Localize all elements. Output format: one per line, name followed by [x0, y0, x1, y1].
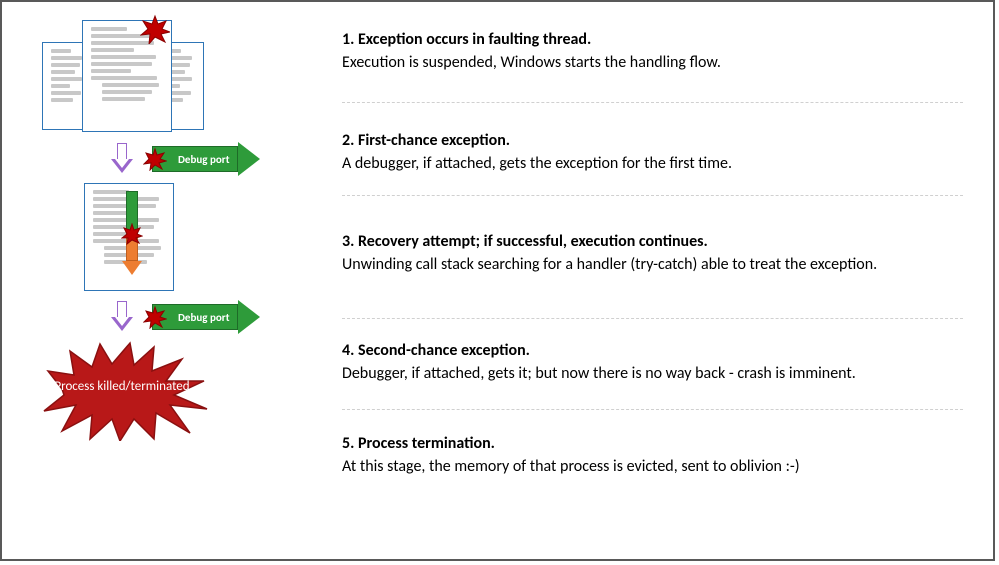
flow-row-1: Debug port	[112, 143, 322, 177]
exception-star-icon	[140, 14, 170, 44]
step-3-desc: Unwinding call stack searching for a han…	[342, 255, 963, 276]
exception-star-icon	[143, 147, 167, 171]
document-stack-icon	[42, 20, 202, 135]
step-5-desc: At this stage, the memory of that proces…	[342, 457, 963, 478]
terminated-starburst-icon: Process killed/terminated	[42, 341, 322, 446]
diagram-frame: 1. Exception occurs in faulting thread. …	[0, 0, 995, 561]
debug-port-arrow-icon: Debug port	[152, 301, 264, 333]
graphics-column: Debug port	[22, 20, 322, 446]
unwind-arrow-icon	[125, 191, 139, 275]
step-3-title: 3. Recovery attempt; if successful, exec…	[342, 232, 963, 253]
step-4-title: 4. Second-chance exception.	[342, 341, 963, 362]
step-1-title: 1. Exception occurs in faulting thread.	[342, 30, 963, 51]
step-2-desc: A debugger, if attached, gets the except…	[342, 154, 963, 175]
step-1-desc: Execution is suspended, Windows starts t…	[342, 53, 963, 74]
step-2: 2. First-chance exception. A debugger, i…	[342, 103, 963, 195]
step-3: 3. Recovery attempt; if successful, exec…	[342, 196, 963, 318]
step-1: 1. Exception occurs in faulting thread. …	[342, 30, 963, 102]
debug-port-label: Debug port	[178, 311, 230, 324]
step-5: 5. Process termination. At this stage, t…	[342, 410, 963, 490]
exception-star-icon	[143, 305, 167, 329]
flow-row-2: Debug port	[112, 301, 322, 335]
step-5-title: 5. Process termination.	[342, 434, 963, 455]
debug-port-label: Debug port	[178, 153, 230, 166]
step-4: 4. Second-chance exception. Debugger, if…	[342, 319, 963, 409]
down-arrow-icon	[112, 301, 132, 333]
down-arrow-icon	[112, 143, 132, 175]
terminated-label: Process killed/terminated	[42, 341, 202, 433]
exception-star-icon	[121, 223, 143, 245]
debug-port-arrow-icon: Debug port	[152, 143, 264, 175]
steps-column: 1. Exception occurs in faulting thread. …	[342, 30, 963, 490]
step-2-title: 2. First-chance exception.	[342, 131, 963, 152]
step-4-desc: Debugger, if attached, gets it; but now …	[342, 364, 963, 385]
document-unwind-icon	[84, 183, 179, 293]
